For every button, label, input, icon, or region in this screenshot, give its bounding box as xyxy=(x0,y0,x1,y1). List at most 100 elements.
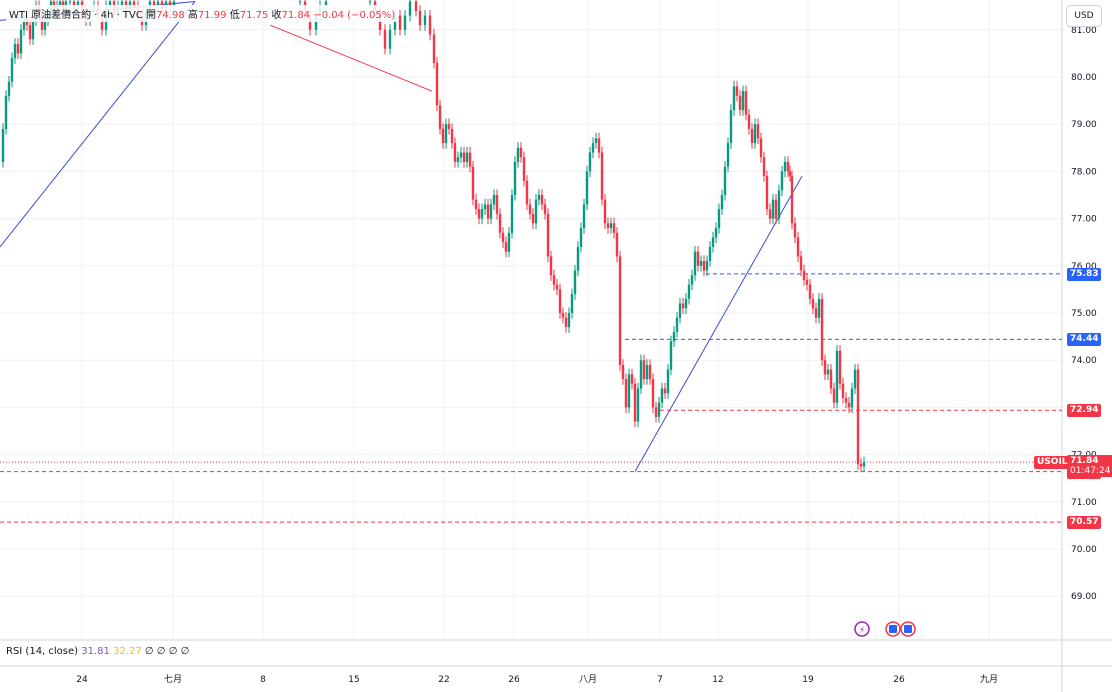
candle xyxy=(462,146,466,168)
current-price-value: 71.84 xyxy=(1070,456,1099,467)
candle xyxy=(576,241,580,277)
candle xyxy=(630,368,634,390)
candle-body xyxy=(546,213,550,257)
candle-body xyxy=(862,462,866,467)
candle xyxy=(489,198,493,225)
candle-body xyxy=(474,199,478,210)
candle-body xyxy=(756,124,760,139)
candle xyxy=(853,363,857,395)
candle-body xyxy=(447,124,451,129)
candle-body xyxy=(40,15,44,30)
candle-body xyxy=(72,1,76,7)
candle-body xyxy=(793,223,797,238)
flag-icon xyxy=(889,625,897,633)
candle xyxy=(459,146,463,163)
candle-body xyxy=(705,261,709,271)
x-tick-label: 24 xyxy=(76,675,88,685)
candle xyxy=(591,137,595,159)
candle xyxy=(507,227,511,258)
candle xyxy=(471,161,475,206)
candle-body xyxy=(513,161,517,195)
candle xyxy=(675,312,679,338)
candle xyxy=(645,359,649,385)
currency-button[interactable]: USD xyxy=(1066,5,1102,27)
candle-body xyxy=(771,199,775,219)
candle-body xyxy=(666,369,670,394)
candle-body xyxy=(841,383,845,398)
candle-body xyxy=(762,157,766,177)
candle xyxy=(558,283,562,319)
candle xyxy=(771,194,775,225)
candle-body xyxy=(600,152,604,200)
candle xyxy=(838,345,842,390)
candle-body xyxy=(76,1,80,7)
candle-body xyxy=(450,128,454,144)
candle-body xyxy=(696,251,700,266)
candle-body xyxy=(7,81,11,96)
y-tick-label: 76.00 xyxy=(1071,262,1097,272)
candle-body xyxy=(522,157,526,181)
low-value: 71.75 xyxy=(239,10,269,21)
candle-body xyxy=(681,303,685,309)
y-tick-label: 80.00 xyxy=(1071,73,1097,83)
candle-body xyxy=(720,195,724,210)
x-tick-label: 19 xyxy=(802,675,814,685)
candle-body xyxy=(726,143,730,167)
candle-body xyxy=(588,152,592,172)
candle xyxy=(570,288,574,319)
candle xyxy=(636,382,640,428)
open-value: 74.98 xyxy=(156,10,185,21)
candle xyxy=(447,118,451,135)
candle-body xyxy=(428,15,432,35)
rsi-indicator-label[interactable]: RSI (14, close) 31.81 32.27 ∅ ∅ ∅ ∅ xyxy=(6,646,189,657)
candle-body xyxy=(777,190,781,219)
candle xyxy=(531,208,535,229)
x-tick-label: 8 xyxy=(260,675,266,685)
candle-body xyxy=(645,364,649,380)
candle-body xyxy=(432,34,436,63)
candle-body xyxy=(621,364,625,380)
candle xyxy=(768,203,772,225)
candle xyxy=(759,132,763,163)
candle xyxy=(826,363,830,381)
candle-body xyxy=(31,20,35,40)
candle xyxy=(642,354,646,385)
candle xyxy=(552,269,556,291)
candle-body xyxy=(826,369,830,375)
candle-body xyxy=(639,360,643,389)
candle-body xyxy=(525,180,529,205)
candle-body xyxy=(633,383,637,422)
candle xyxy=(597,132,601,159)
candle xyxy=(699,255,703,272)
symbol-header[interactable]: WTI 原油差價合約 · 4h · TVC 開74.98 高71.99 低71.… xyxy=(6,5,399,22)
candle xyxy=(537,189,541,206)
candle xyxy=(750,123,754,149)
candle xyxy=(799,250,803,277)
candle-body xyxy=(471,166,475,200)
candle-body xyxy=(441,128,445,144)
candle xyxy=(573,264,577,300)
candle xyxy=(525,175,529,211)
candle-body xyxy=(615,232,619,257)
candle-body xyxy=(543,204,547,214)
candle xyxy=(720,189,724,215)
candle-body xyxy=(788,171,792,177)
candle xyxy=(783,156,787,178)
candle-body xyxy=(68,1,72,3)
candle xyxy=(669,335,673,376)
x-tick-label: 九月 xyxy=(980,674,998,685)
x-tick-label: 八月 xyxy=(579,674,597,685)
candle-body xyxy=(531,213,535,224)
y-tick-label: 79.00 xyxy=(1071,120,1097,130)
candle xyxy=(588,146,592,178)
candle-body xyxy=(516,147,520,162)
candle xyxy=(666,363,670,399)
candle xyxy=(627,368,631,414)
candle-body xyxy=(684,298,688,309)
x-tick-label: 7 xyxy=(657,675,663,685)
candle-body xyxy=(540,195,544,205)
candle-body xyxy=(510,195,514,233)
flag-icon xyxy=(904,625,912,633)
candle-body xyxy=(738,95,742,111)
